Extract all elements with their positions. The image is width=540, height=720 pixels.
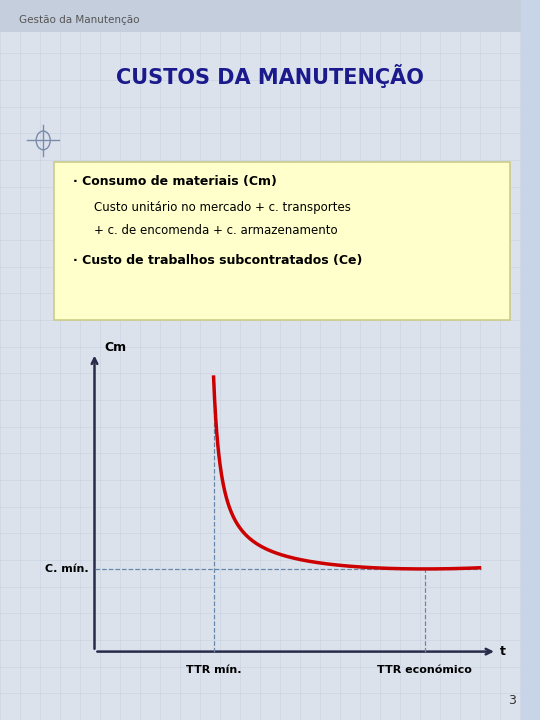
Bar [521,0,540,720]
Text: TTR mín.: TTR mín. [186,665,241,675]
Bar [0,0,540,32]
Text: · Custo de trabalhos subcontratados (Ce): · Custo de trabalhos subcontratados (Ce) [73,254,362,267]
Text: t: t [500,645,505,658]
Text: Gestão da Manutenção: Gestão da Manutenção [19,15,139,24]
Text: Cm: Cm [104,341,126,354]
Text: Custo unitário no mercado + c. transportes: Custo unitário no mercado + c. transport… [94,201,352,214]
Text: CUSTOS DA MANUTENÇÃO: CUSTOS DA MANUTENÇÃO [116,63,424,88]
Text: C. mín.: C. mín. [45,564,89,574]
FancyBboxPatch shape [54,162,510,320]
Text: + c. de encomenda + c. armazenamento: + c. de encomenda + c. armazenamento [94,224,338,237]
Text: TTR económico: TTR económico [377,665,472,675]
Text: 3: 3 [508,694,516,707]
Text: · Consumo de materiais (Cm): · Consumo de materiais (Cm) [73,175,277,188]
